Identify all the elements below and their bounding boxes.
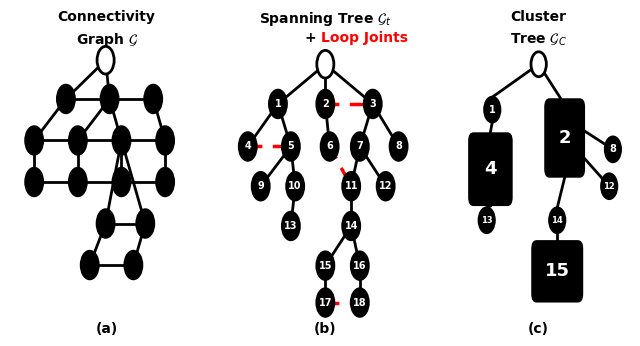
Text: (a): (a) bbox=[95, 322, 118, 336]
Text: 8: 8 bbox=[609, 144, 616, 154]
Circle shape bbox=[531, 52, 547, 77]
Text: Graph $\mathcal{G}$: Graph $\mathcal{G}$ bbox=[76, 31, 138, 49]
Text: 16: 16 bbox=[353, 261, 367, 271]
Circle shape bbox=[113, 127, 130, 154]
Text: Cluster: Cluster bbox=[511, 10, 566, 24]
Circle shape bbox=[97, 210, 114, 237]
Circle shape bbox=[317, 252, 334, 280]
Circle shape bbox=[377, 172, 394, 200]
Text: Loop Joints: Loop Joints bbox=[321, 31, 408, 45]
Text: 12: 12 bbox=[379, 181, 392, 191]
Text: 1: 1 bbox=[489, 104, 495, 115]
Circle shape bbox=[58, 85, 74, 113]
FancyBboxPatch shape bbox=[468, 132, 513, 206]
Circle shape bbox=[239, 133, 256, 160]
Circle shape bbox=[26, 168, 43, 196]
Circle shape bbox=[157, 127, 173, 154]
Circle shape bbox=[69, 168, 86, 196]
Text: 5: 5 bbox=[287, 142, 294, 152]
Text: 11: 11 bbox=[344, 181, 358, 191]
Text: +: + bbox=[305, 31, 321, 45]
Circle shape bbox=[351, 252, 369, 280]
Circle shape bbox=[351, 133, 369, 160]
Text: 13: 13 bbox=[481, 216, 493, 225]
Circle shape bbox=[69, 127, 86, 154]
Circle shape bbox=[484, 97, 500, 122]
Text: 15: 15 bbox=[545, 262, 570, 280]
Text: 14: 14 bbox=[551, 216, 563, 225]
Circle shape bbox=[317, 289, 334, 316]
FancyBboxPatch shape bbox=[544, 98, 585, 178]
Circle shape bbox=[605, 137, 621, 162]
Circle shape bbox=[113, 168, 130, 196]
Text: 2: 2 bbox=[322, 99, 329, 109]
Circle shape bbox=[342, 212, 360, 240]
Circle shape bbox=[479, 208, 494, 233]
Text: 13: 13 bbox=[284, 221, 298, 231]
Text: Tree $\mathcal{G}_C$: Tree $\mathcal{G}_C$ bbox=[510, 31, 567, 47]
Circle shape bbox=[287, 172, 304, 200]
Circle shape bbox=[137, 210, 154, 237]
Circle shape bbox=[602, 174, 617, 199]
Circle shape bbox=[26, 127, 43, 154]
Text: 18: 18 bbox=[353, 298, 367, 308]
Text: 2: 2 bbox=[559, 129, 571, 147]
Circle shape bbox=[321, 133, 338, 160]
Text: 4: 4 bbox=[244, 142, 251, 152]
Circle shape bbox=[97, 46, 114, 74]
Circle shape bbox=[269, 90, 287, 118]
Text: 8: 8 bbox=[395, 142, 402, 152]
Circle shape bbox=[101, 85, 118, 113]
Text: 10: 10 bbox=[289, 181, 302, 191]
Text: 9: 9 bbox=[257, 181, 264, 191]
Circle shape bbox=[125, 251, 142, 279]
Circle shape bbox=[390, 133, 407, 160]
Circle shape bbox=[550, 208, 565, 233]
Text: 17: 17 bbox=[319, 298, 332, 308]
Circle shape bbox=[282, 133, 300, 160]
Text: (b): (b) bbox=[314, 322, 337, 336]
Circle shape bbox=[317, 51, 334, 78]
Circle shape bbox=[342, 172, 360, 200]
Circle shape bbox=[81, 251, 99, 279]
Text: 15: 15 bbox=[319, 261, 332, 271]
Text: 7: 7 bbox=[356, 142, 363, 152]
FancyBboxPatch shape bbox=[531, 240, 583, 302]
Circle shape bbox=[282, 212, 300, 240]
Circle shape bbox=[145, 85, 162, 113]
Text: 1: 1 bbox=[275, 99, 282, 109]
Text: 12: 12 bbox=[604, 182, 615, 191]
Text: Spanning Tree $\mathcal{G}_t$: Spanning Tree $\mathcal{G}_t$ bbox=[259, 10, 392, 28]
Circle shape bbox=[252, 172, 269, 200]
Text: 6: 6 bbox=[326, 142, 333, 152]
Text: 14: 14 bbox=[344, 221, 358, 231]
Circle shape bbox=[157, 168, 173, 196]
Circle shape bbox=[351, 289, 369, 316]
Circle shape bbox=[317, 90, 334, 118]
Circle shape bbox=[364, 90, 381, 118]
Text: 4: 4 bbox=[484, 160, 497, 178]
Text: (c): (c) bbox=[528, 322, 549, 336]
Text: Connectivity: Connectivity bbox=[58, 10, 156, 24]
Text: 3: 3 bbox=[369, 99, 376, 109]
